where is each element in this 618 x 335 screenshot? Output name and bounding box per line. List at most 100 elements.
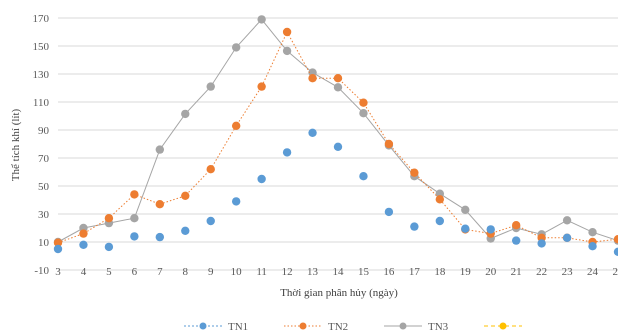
- data-point: [53, 244, 63, 254]
- data-point: [155, 145, 165, 154]
- data-point: [257, 82, 266, 91]
- data-point: [613, 235, 618, 244]
- data-point: [333, 83, 343, 92]
- data-point: [333, 74, 343, 83]
- series-line: [57, 30, 618, 244]
- data-point: [384, 207, 394, 217]
- x-tick-label: 24: [587, 266, 599, 278]
- series-tn3: [53, 15, 618, 247]
- x-tick-label: 11: [256, 266, 267, 278]
- data-point: [257, 174, 266, 184]
- data-point: [588, 228, 597, 237]
- legend-entry: TN2: [284, 321, 348, 333]
- data-point: [282, 46, 292, 56]
- x-tick-label: 23: [562, 266, 574, 278]
- data-point: [562, 216, 572, 225]
- y-tick-label: 170: [33, 13, 50, 25]
- legend-marker: [199, 322, 207, 330]
- data-point: [537, 239, 546, 248]
- data-point: [181, 191, 190, 200]
- data-point: [104, 242, 114, 252]
- y-tick-labels: -10 10 30 50 70 90 110 130 150 170: [33, 13, 50, 277]
- x-tick-label: 9: [208, 266, 214, 278]
- series-tn1: [53, 128, 618, 256]
- series-line: [57, 18, 618, 243]
- data-point: [206, 165, 215, 174]
- data-point: [155, 200, 165, 209]
- data-point: [231, 197, 241, 206]
- gridlines: [58, 17, 618, 271]
- x-tick-label: 17: [409, 266, 421, 278]
- x-tick-label: 22: [536, 266, 547, 278]
- data-point: [231, 43, 241, 52]
- data-point: [410, 222, 419, 231]
- y-tick-label: 30: [38, 209, 50, 221]
- data-point: [562, 233, 572, 242]
- data-point: [130, 190, 139, 199]
- data-point: [282, 148, 292, 157]
- data-point: [461, 205, 470, 214]
- data-point: [486, 225, 495, 234]
- y-tick-label: 50: [38, 181, 50, 193]
- x-tick-label: 4: [81, 266, 87, 278]
- data-point: [308, 74, 317, 83]
- data-point: [282, 27, 292, 37]
- y-tick-label: 70: [38, 153, 50, 165]
- data-point: [511, 221, 521, 230]
- x-tick-label: 13: [307, 266, 319, 278]
- y-tick-label: 130: [33, 69, 50, 81]
- y-tick-label: 150: [33, 41, 50, 53]
- data-point: [181, 226, 190, 235]
- data-point: [79, 240, 88, 249]
- x-axis-title: Thời gian phân hủy (ngày): [280, 287, 398, 299]
- x-tick-label: 5: [106, 266, 112, 278]
- x-tick-label: 21: [511, 266, 522, 278]
- y-tick-label: 90: [38, 125, 50, 137]
- data-point: [231, 121, 241, 130]
- x-tick-label: 18: [434, 266, 446, 278]
- data-point: [130, 214, 139, 223]
- data-point: [384, 139, 394, 149]
- legend-entry: [484, 322, 522, 330]
- x-tick-label: 25: [613, 266, 618, 278]
- x-tick-label: 12: [282, 266, 293, 278]
- x-tick-label: 20: [485, 266, 497, 278]
- legend-marker: [499, 322, 507, 330]
- x-tick-labels: 3 4 5 6 7 8 9 10 11 12 13 14 15 16 17 18 19 20 21 22 23 24 25: [55, 266, 618, 278]
- data-point: [461, 224, 470, 233]
- data-point: [53, 238, 63, 247]
- data-point: [308, 128, 317, 137]
- legend-marker: [399, 322, 407, 330]
- x-tick-label: 19: [460, 266, 472, 278]
- data-point: [257, 15, 266, 24]
- data-point: [333, 142, 343, 151]
- data-point: [359, 172, 368, 181]
- series-tn2: [53, 27, 618, 247]
- y-tick-label: 110: [33, 97, 50, 109]
- y-axis-title: Thể tích khí (lít): [10, 108, 22, 181]
- x-tick-label: 15: [358, 266, 370, 278]
- legend-label: TN1: [228, 321, 248, 333]
- data-point: [410, 168, 419, 177]
- data-point: [206, 82, 215, 91]
- data-point: [435, 216, 445, 226]
- legend-entry: TN3: [384, 321, 449, 333]
- legend-label: TN2: [328, 321, 348, 333]
- legend: TN1 TN2 TN3: [184, 321, 522, 333]
- data-point: [181, 109, 190, 119]
- data-point: [359, 98, 368, 107]
- y-tick-label: 10: [38, 237, 50, 249]
- data-point: [613, 247, 618, 256]
- x-tick-label: 16: [383, 266, 395, 278]
- x-tick-label: 8: [183, 266, 189, 278]
- data-point: [511, 236, 521, 245]
- data-point: [130, 232, 139, 241]
- data-point: [155, 232, 165, 242]
- data-point: [588, 242, 597, 251]
- y-tick-label: -10: [34, 265, 49, 277]
- data-point: [435, 195, 445, 204]
- x-tick-label: 7: [157, 266, 163, 278]
- legend-entry: TN1: [184, 321, 248, 333]
- series-layer: [53, 15, 618, 256]
